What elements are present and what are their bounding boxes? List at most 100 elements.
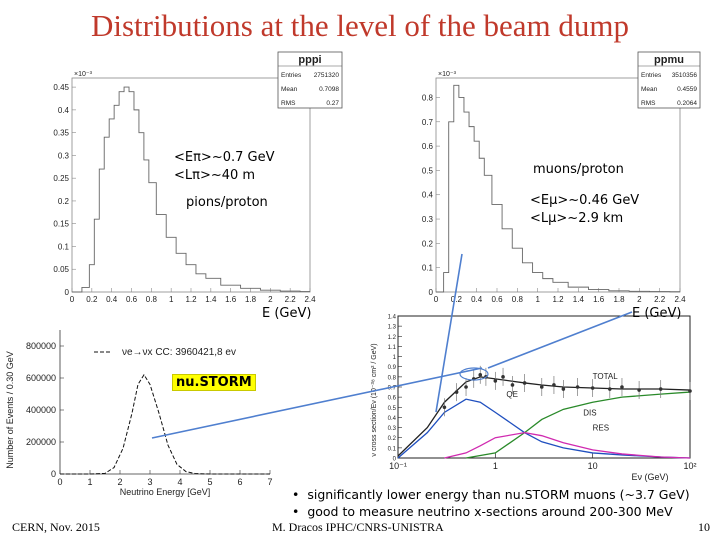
xsection-plot-data-point (493, 379, 498, 383)
spectrum-plot-y-tick-label: 0 (51, 469, 56, 479)
xsection-plot-y-tick-label: 1 (393, 355, 397, 361)
spectrum-plot-x-tick-label: 5 (207, 477, 212, 487)
pion-plot-y-tick-label: 0.35 (53, 129, 69, 138)
pion-plot-x-tick-label: 2.4 (304, 295, 316, 304)
muons-per-proton: muons/proton (533, 162, 624, 177)
muon-plot-y-tick-label: 0.6 (422, 142, 434, 151)
xsection-plot-data-point (575, 385, 580, 389)
xsection-plot-y-axis-label: ν cross section/Eν (10⁻³⁸ cm² / GeV) (371, 343, 378, 456)
muon-plot-x-tick-label: 1.8 (613, 295, 625, 304)
muon-plot-x-tick-label: 0 (434, 295, 439, 304)
spectrum-plot-x-tick-label: 4 (177, 477, 182, 487)
muon-plot-frame (435, 77, 681, 293)
xsection-plot-curve-label: QE (506, 390, 518, 399)
pion-plot-x-tick-label: 2.2 (285, 295, 297, 304)
xsection-plot-y-tick-label: 0.1 (388, 446, 397, 452)
pion-plot-stats-value: 0.7098 (319, 86, 339, 93)
muon-plot-y-multiplier: ×10⁻³ (438, 71, 457, 78)
muon-plot-stats-title: ppmu (654, 54, 684, 66)
bullet-text: good to measure neutrino x-sections arou… (307, 504, 673, 519)
xsection-plot-data-point (590, 386, 595, 390)
pion-plot-stats-title: pppi (298, 54, 321, 66)
xsection-plot-data-point (522, 381, 527, 385)
spectrum-plot-spectrum-line (60, 373, 270, 475)
pion-plot-x-tick-label: 0.4 (106, 295, 118, 304)
muon-plot-y-tick-label: 0.5 (422, 166, 434, 175)
footer-center: M. Dracos IPHC/CNRS-UNISTRA (272, 520, 444, 534)
xsection-plot-y-tick-label: 0.3 (388, 426, 397, 432)
xsection-plot-data-point (510, 383, 515, 387)
pion-plot-stats-box (277, 51, 343, 109)
pion-plot-x-tick-label: 1.8 (245, 295, 257, 304)
connector-line (487, 311, 633, 369)
pion-plot-y-tick-label: 0.45 (53, 83, 69, 92)
pion-plot-x-tick-label: 1.6 (225, 295, 237, 304)
xsection-plot-y-tick-label: 0.6 (388, 396, 397, 402)
muon-plot-stats-value: 0.4559 (677, 86, 697, 93)
xsection-plot-x-tick-label: 10⁻¹ (389, 461, 407, 471)
xsection-plot-data-point (454, 390, 459, 394)
spectrum-plot-x-tick-label: 3 (147, 477, 152, 487)
xsection-plot-y-tick-label: 1.4 (388, 315, 397, 321)
bullet-text: significantly lower energy than nu.STORM… (307, 487, 690, 502)
pion-plot-x-tick-label: 0.8 (146, 295, 158, 304)
muon-plot-stats-label: Entries (641, 72, 662, 79)
xsection-plot-x-tick-label: 10 (588, 461, 598, 471)
xsection-plot-data-point (478, 373, 483, 377)
xsection-plot-data-point (637, 388, 641, 392)
xsection-plot-y-tick-label: 1.2 (388, 335, 397, 341)
pions-per-proton: pions/proton (186, 195, 268, 210)
xsection-plot-x-tick-label: 1 (493, 461, 498, 471)
spectrum-plot-y-tick-label: 600000 (26, 373, 56, 383)
muon-plot-y-tick-label: 0.3 (422, 215, 434, 224)
xsection-plot-curve-label: DIS (583, 408, 596, 417)
xsection-plot-curve-label: RES (593, 424, 609, 433)
xsection-plot-y-tick-label: 0.2 (388, 436, 397, 442)
muon-plot-y-tick-label: 0.1 (422, 264, 434, 273)
pion-plot-x-tick-label: 2 (268, 295, 273, 304)
spectrum-plot-x-tick-label: 0 (57, 477, 62, 487)
pion-plot-y-multiplier: ×10⁻³ (74, 71, 93, 78)
highlight-ellipse (459, 367, 489, 381)
muon-energy-axis-label: E (GeV) (632, 306, 682, 321)
xsection-plot-curve-label: TOTAL (593, 372, 619, 381)
pion-plot-y-tick-label: 0.3 (58, 151, 70, 160)
slide-title: Distributions at the level of the beam d… (90, 8, 630, 43)
xsection-plot-data-point (688, 389, 692, 393)
xsection-plot-curve-res (444, 431, 691, 459)
xsection-plot-data-point (464, 385, 468, 389)
xsection-plot-y-tick-label: 0.4 (388, 416, 397, 422)
spectrum-plot-y-tick-label: 200000 (26, 437, 56, 447)
pion-plot-stats-value: 0.27 (326, 100, 339, 107)
muon-plot-x-tick-label: 0.6 (491, 295, 503, 304)
spectrum-plot-y-tick-label: 400000 (26, 405, 56, 415)
footer-left: CERN, Nov. 2015 (12, 520, 100, 534)
xsection-plot-y-tick-label: 0 (393, 457, 397, 463)
muon-plot-x-tick-label: 0.2 (451, 295, 463, 304)
nustorm-highlight-label: nu.STORM (172, 374, 256, 391)
bullet-item: • significantly lower energy than nu.STO… (292, 487, 690, 502)
muon-plot-x-tick-label: 2.4 (674, 295, 686, 304)
xsection-plot-y-tick-label: 0.5 (388, 406, 397, 412)
xsection-plot-data-point (552, 383, 556, 387)
pion-plot-y-tick-label: 0.1 (58, 242, 70, 251)
muon-plot-histogram (436, 84, 680, 293)
pion-plot-frame (71, 77, 311, 293)
muon-plot-x-tick-label: 1 (535, 295, 540, 304)
muon-mean-length: <Lμ>~2.9 km (530, 211, 624, 226)
spectrum-plot-x-axis-label: Neutrino Energy [GeV] (120, 487, 211, 497)
muon-plot-stats-value: 0.2064 (677, 100, 697, 107)
pion-plot-x-tick-label: 0 (70, 295, 75, 304)
pion-plot-stats-value: 2751320 (314, 72, 340, 79)
xsection-plot-x-axis-label: Eν (GeV) (631, 472, 668, 482)
muon-plot-x-tick-label: 1.6 (593, 295, 605, 304)
muon-plot-y-tick-label: 0.2 (422, 239, 434, 248)
muon-plot-y-tick-label: 0 (429, 288, 434, 297)
pion-plot-x-tick-label: 1 (169, 295, 174, 304)
spectrum-plot-x-tick-label: 1 (87, 477, 92, 487)
connector-line (435, 253, 463, 413)
pion-mean-length: <Lπ>~40 m (174, 168, 256, 183)
pion-plot-histogram (72, 86, 310, 293)
spectrum-plot-x-tick-label: 6 (237, 477, 242, 487)
pion-plot-stats-label: RMS (281, 100, 296, 107)
